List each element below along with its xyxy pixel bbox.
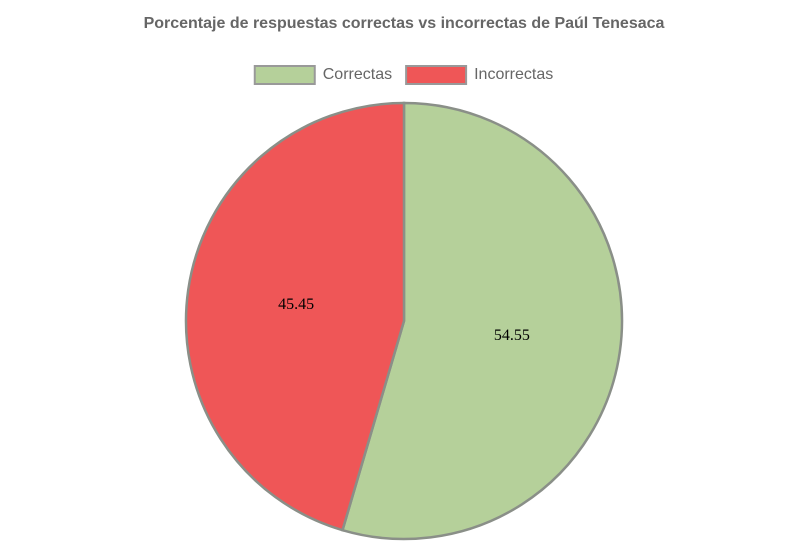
data-label: 54.55 [494, 327, 530, 344]
legend-label: Incorrectas [474, 66, 553, 83]
legend-swatch [253, 65, 316, 85]
legend-label: Correctas [323, 66, 392, 83]
pie-slice [340, 101, 624, 541]
data-label: 45.45 [278, 296, 314, 313]
legend: Correctas Incorrectas [253, 65, 553, 85]
chart-title: Porcentaje de respuestas correctas vs in… [144, 15, 665, 32]
pie-slice [184, 101, 406, 532]
legend-swatch [405, 65, 468, 85]
